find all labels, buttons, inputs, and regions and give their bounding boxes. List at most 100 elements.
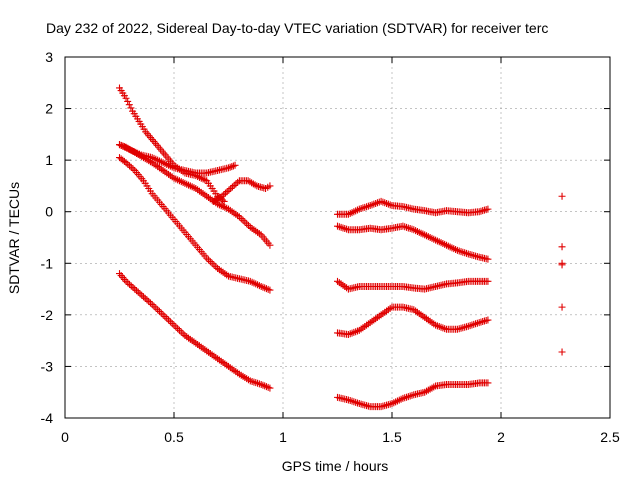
data-point — [484, 277, 492, 285]
data-point — [125, 101, 133, 109]
data-point — [262, 285, 270, 293]
data-point — [124, 97, 132, 105]
x-axis-ticks: 0 0.5 1 1.5 2 2.5 — [61, 57, 620, 445]
data-point — [220, 197, 228, 205]
data-point — [558, 261, 566, 269]
data-point — [138, 291, 146, 299]
data-point — [484, 316, 492, 324]
data-point — [257, 380, 265, 388]
data-point — [558, 348, 566, 356]
y-tick-label: -3 — [41, 358, 54, 374]
data-point — [264, 285, 272, 293]
data-point — [126, 280, 134, 288]
series-track-7 — [334, 197, 492, 218]
data-point — [251, 181, 259, 189]
data-point — [266, 241, 274, 249]
data-point — [133, 287, 141, 295]
x-tick-label: 2.5 — [600, 429, 620, 445]
data-point — [261, 284, 269, 292]
data-point — [558, 303, 566, 311]
y-tick-label: 3 — [45, 49, 53, 65]
series-track-5 — [116, 154, 274, 294]
data-point — [558, 243, 566, 251]
data-point — [261, 382, 269, 390]
data-point — [230, 181, 238, 189]
series-track-10 — [334, 303, 492, 338]
y-axis-ticks: -4 -3 -2 -1 0 1 2 3 — [41, 49, 610, 426]
data-point — [141, 294, 149, 302]
data-point — [218, 192, 226, 200]
data-point — [221, 189, 229, 197]
series-track-9 — [334, 277, 492, 293]
data-point — [558, 192, 566, 200]
data-point — [116, 141, 123, 149]
data-point — [231, 161, 239, 169]
data-point — [229, 162, 237, 170]
data-point — [136, 290, 144, 298]
data-point — [257, 282, 265, 290]
data-point — [266, 182, 274, 190]
data-point — [220, 191, 228, 199]
data-point — [259, 283, 267, 291]
data-point — [259, 381, 267, 389]
x-axis-title: GPS time / hours — [282, 458, 389, 474]
data-point — [232, 180, 240, 188]
data-point — [484, 255, 492, 263]
data-point — [126, 162, 134, 170]
plot-frame — [64, 56, 611, 419]
data-point — [228, 183, 236, 191]
data-point — [124, 160, 132, 168]
data-point — [234, 178, 242, 186]
data-point — [122, 159, 130, 167]
data-point — [134, 288, 142, 296]
series-track-3 — [116, 141, 274, 249]
data-point — [146, 299, 154, 307]
data-point — [143, 296, 151, 304]
data-point — [228, 163, 236, 171]
x-tick-label: 0 — [61, 429, 69, 445]
data-point — [127, 163, 135, 171]
data-point — [122, 277, 130, 285]
x-tick-label: 1.5 — [382, 429, 402, 445]
data-point — [223, 188, 231, 196]
data-point — [131, 285, 139, 293]
data-point — [129, 165, 137, 173]
data-point — [139, 293, 147, 301]
y-tick-label: 1 — [45, 152, 53, 168]
y-tick-label: 2 — [45, 101, 53, 117]
series-track-11 — [334, 379, 492, 411]
data-point — [129, 284, 137, 292]
chart-title: Day 232 of 2022, Sidereal Day-to-day VTE… — [46, 20, 548, 36]
y-tick-label: -4 — [41, 410, 54, 426]
data-point — [226, 163, 234, 171]
series-track-6 — [116, 270, 274, 392]
data-point — [266, 384, 274, 392]
data-point — [225, 186, 233, 194]
data-point — [146, 158, 154, 166]
data-point — [120, 143, 128, 151]
data-point — [484, 379, 492, 387]
data-point — [119, 142, 127, 150]
data-point — [227, 185, 235, 193]
x-tick-label: 0.5 — [164, 429, 184, 445]
series-track-8 — [334, 222, 492, 263]
series-isolated — [558, 192, 566, 356]
data-point — [225, 164, 232, 172]
x-tick-label: 2 — [497, 429, 505, 445]
y-axis-title: SDTVAR / TECUs — [6, 182, 22, 294]
data-points — [116, 84, 566, 411]
y-tick-label: -1 — [41, 255, 54, 271]
y-tick-label: 0 — [45, 204, 53, 220]
data-point — [122, 94, 130, 102]
data-point — [484, 205, 492, 213]
x-tick-label: 1 — [279, 429, 287, 445]
data-point — [266, 286, 274, 294]
series-track-4 — [209, 177, 274, 205]
data-point — [127, 282, 135, 290]
data-point — [262, 383, 270, 391]
data-point — [117, 141, 125, 149]
data-point — [124, 279, 132, 287]
data-point — [145, 297, 153, 305]
